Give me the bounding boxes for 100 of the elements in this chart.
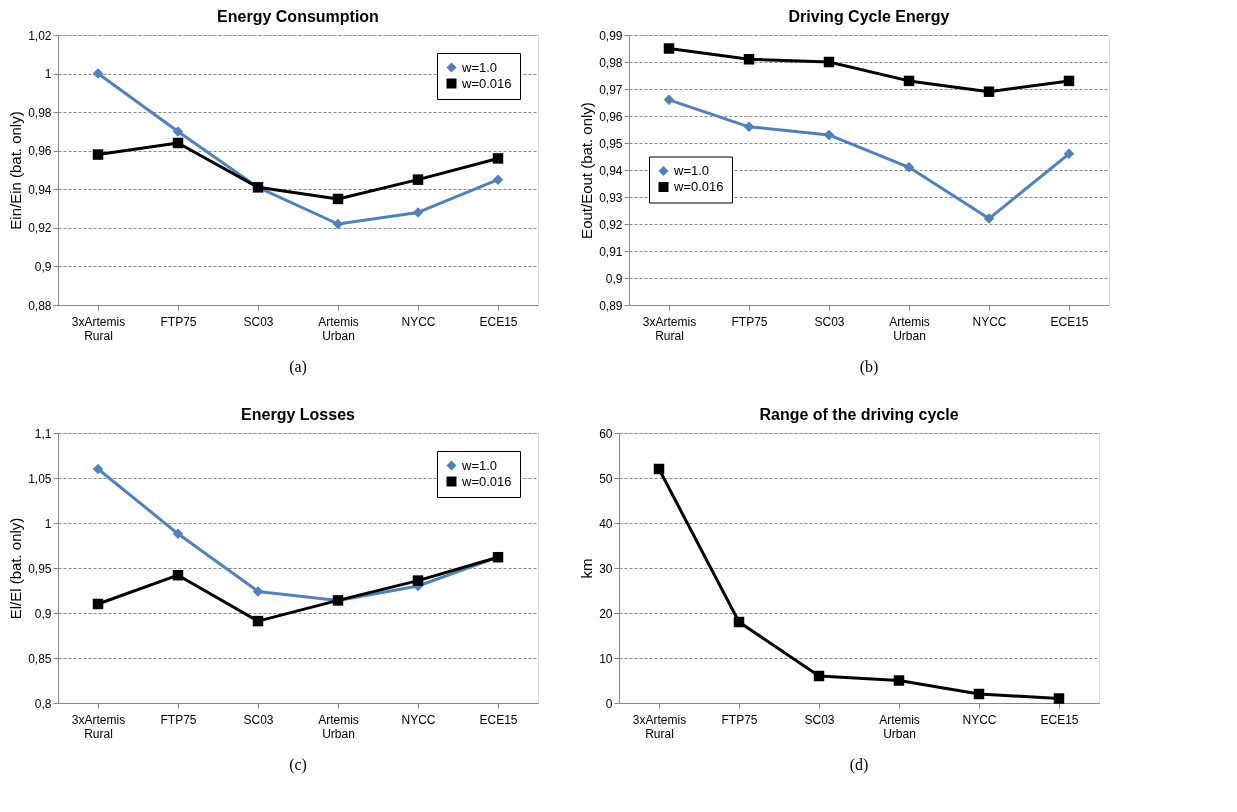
point <box>492 174 504 185</box>
y-tick-label: 60 <box>599 426 613 441</box>
point <box>332 193 344 205</box>
y-tick-label: 0,94 <box>599 163 623 178</box>
y-tick-label: 1,1 <box>34 426 52 441</box>
y-tick-label: 0,96 <box>599 109 623 124</box>
point <box>492 153 504 164</box>
y-tick-label: 1,02 <box>28 28 52 43</box>
x-tick-label: FTP75 <box>721 712 758 727</box>
y-tick-label: 1 <box>44 516 52 531</box>
point <box>813 670 825 682</box>
x-tick-label: SC03 <box>804 712 835 727</box>
point <box>172 528 184 540</box>
y-tick-label: 10 <box>599 651 613 666</box>
x-tick-label: Artemis Urban <box>889 314 930 343</box>
y-tick-label: 0,95 <box>28 561 52 576</box>
point <box>92 68 104 79</box>
y-tick-label: 0,96 <box>28 144 52 159</box>
y-tick-label: 0,92 <box>599 217 623 232</box>
y-axis-title: km <box>578 558 596 579</box>
point <box>172 137 184 149</box>
point <box>903 162 915 173</box>
point <box>172 126 184 137</box>
y-tick-label: 1 <box>44 67 52 82</box>
point <box>1063 148 1075 160</box>
y-tick-label: 0,9 <box>605 271 623 286</box>
x-tick-label: 3xArtemis Rural <box>71 314 126 343</box>
legend-label: w=0.016 <box>461 75 512 91</box>
y-axis-title: Ein/Ein (bat. only) <box>7 111 25 230</box>
x-tick-label: ECE15 <box>479 314 518 329</box>
point <box>172 569 184 581</box>
y-tick-label: 0,94 <box>28 182 52 197</box>
y-tick-label: 30 <box>599 561 613 576</box>
x-tick-label: NYCC <box>962 712 997 727</box>
x-tick-label: NYCC <box>401 712 436 727</box>
point <box>92 149 104 160</box>
y-tick-label: 0,89 <box>599 298 623 313</box>
y-tick-label: 0,85 <box>28 651 52 666</box>
text: (c) <box>289 756 307 774</box>
x-tick-label: ECE15 <box>1050 314 1089 329</box>
legend-label: w=1.0 <box>461 457 498 473</box>
point <box>823 129 835 141</box>
x-tick-label: Artemis Urban <box>879 712 920 741</box>
y-tick-label: 1,05 <box>28 471 52 486</box>
x-tick-label: NYCC <box>401 314 436 329</box>
point <box>973 688 985 700</box>
point <box>983 86 995 97</box>
point <box>743 121 755 133</box>
point <box>1063 75 1075 87</box>
text: (b) <box>859 358 879 376</box>
point <box>412 207 424 218</box>
point <box>92 598 104 610</box>
y-tick-label: 50 <box>599 471 613 486</box>
x-tick-label: 3xArtemis Rural <box>71 712 126 741</box>
y-tick-label: 20 <box>599 606 613 621</box>
x-tick-label: ECE15 <box>1040 712 1079 727</box>
y-tick-label: 0,98 <box>599 55 623 70</box>
chart-title: Energy Losses <box>241 406 356 423</box>
point <box>983 213 995 224</box>
x-tick-label: FTP75 <box>731 314 768 329</box>
text: (a) <box>289 358 307 376</box>
y-tick-label: 0,92 <box>28 221 52 236</box>
point <box>1053 693 1065 704</box>
y-axis-title: El/El (bat. only) <box>7 517 25 620</box>
y-tick-label: 0,8 <box>34 696 52 711</box>
legend-label: w=0.016 <box>673 179 724 194</box>
point <box>412 575 424 586</box>
legend-label: w=1.0 <box>673 163 710 178</box>
point <box>412 174 424 185</box>
y-tick-label: 0,95 <box>599 136 623 151</box>
point <box>903 75 915 87</box>
point <box>252 586 264 597</box>
point <box>743 54 755 65</box>
chart-title: Energy Consumption <box>217 8 379 25</box>
x-tick-label: SC03 <box>243 314 274 329</box>
x-tick-label: Artemis Urban <box>318 712 359 741</box>
y-tick-label: 0,91 <box>599 244 623 259</box>
chart-title: Range of the driving cycle <box>759 406 959 423</box>
point <box>823 56 835 68</box>
text: (d) <box>849 756 869 774</box>
x-tick-label: SC03 <box>243 712 274 727</box>
x-tick-label: ECE15 <box>479 712 518 727</box>
point <box>663 94 675 106</box>
y-tick-label: 0,93 <box>599 190 623 205</box>
y-tick-label: 0,9 <box>34 606 52 621</box>
point <box>92 463 104 475</box>
point <box>663 43 675 54</box>
x-tick-label: SC03 <box>814 314 845 329</box>
y-tick-label: 0,98 <box>28 105 52 120</box>
point <box>893 675 905 686</box>
y-tick-label: 0,88 <box>28 298 52 313</box>
legend-label: w=0.016 <box>461 473 512 489</box>
y-tick-label: 0,97 <box>599 82 623 97</box>
x-tick-label: FTP75 <box>160 314 197 329</box>
x-tick-label: Artemis Urban <box>318 314 359 343</box>
legend-label: w=1.0 <box>461 59 498 75</box>
x-tick-label: NYCC <box>972 314 1007 329</box>
point <box>332 218 344 230</box>
point <box>252 615 264 627</box>
point <box>653 463 665 475</box>
